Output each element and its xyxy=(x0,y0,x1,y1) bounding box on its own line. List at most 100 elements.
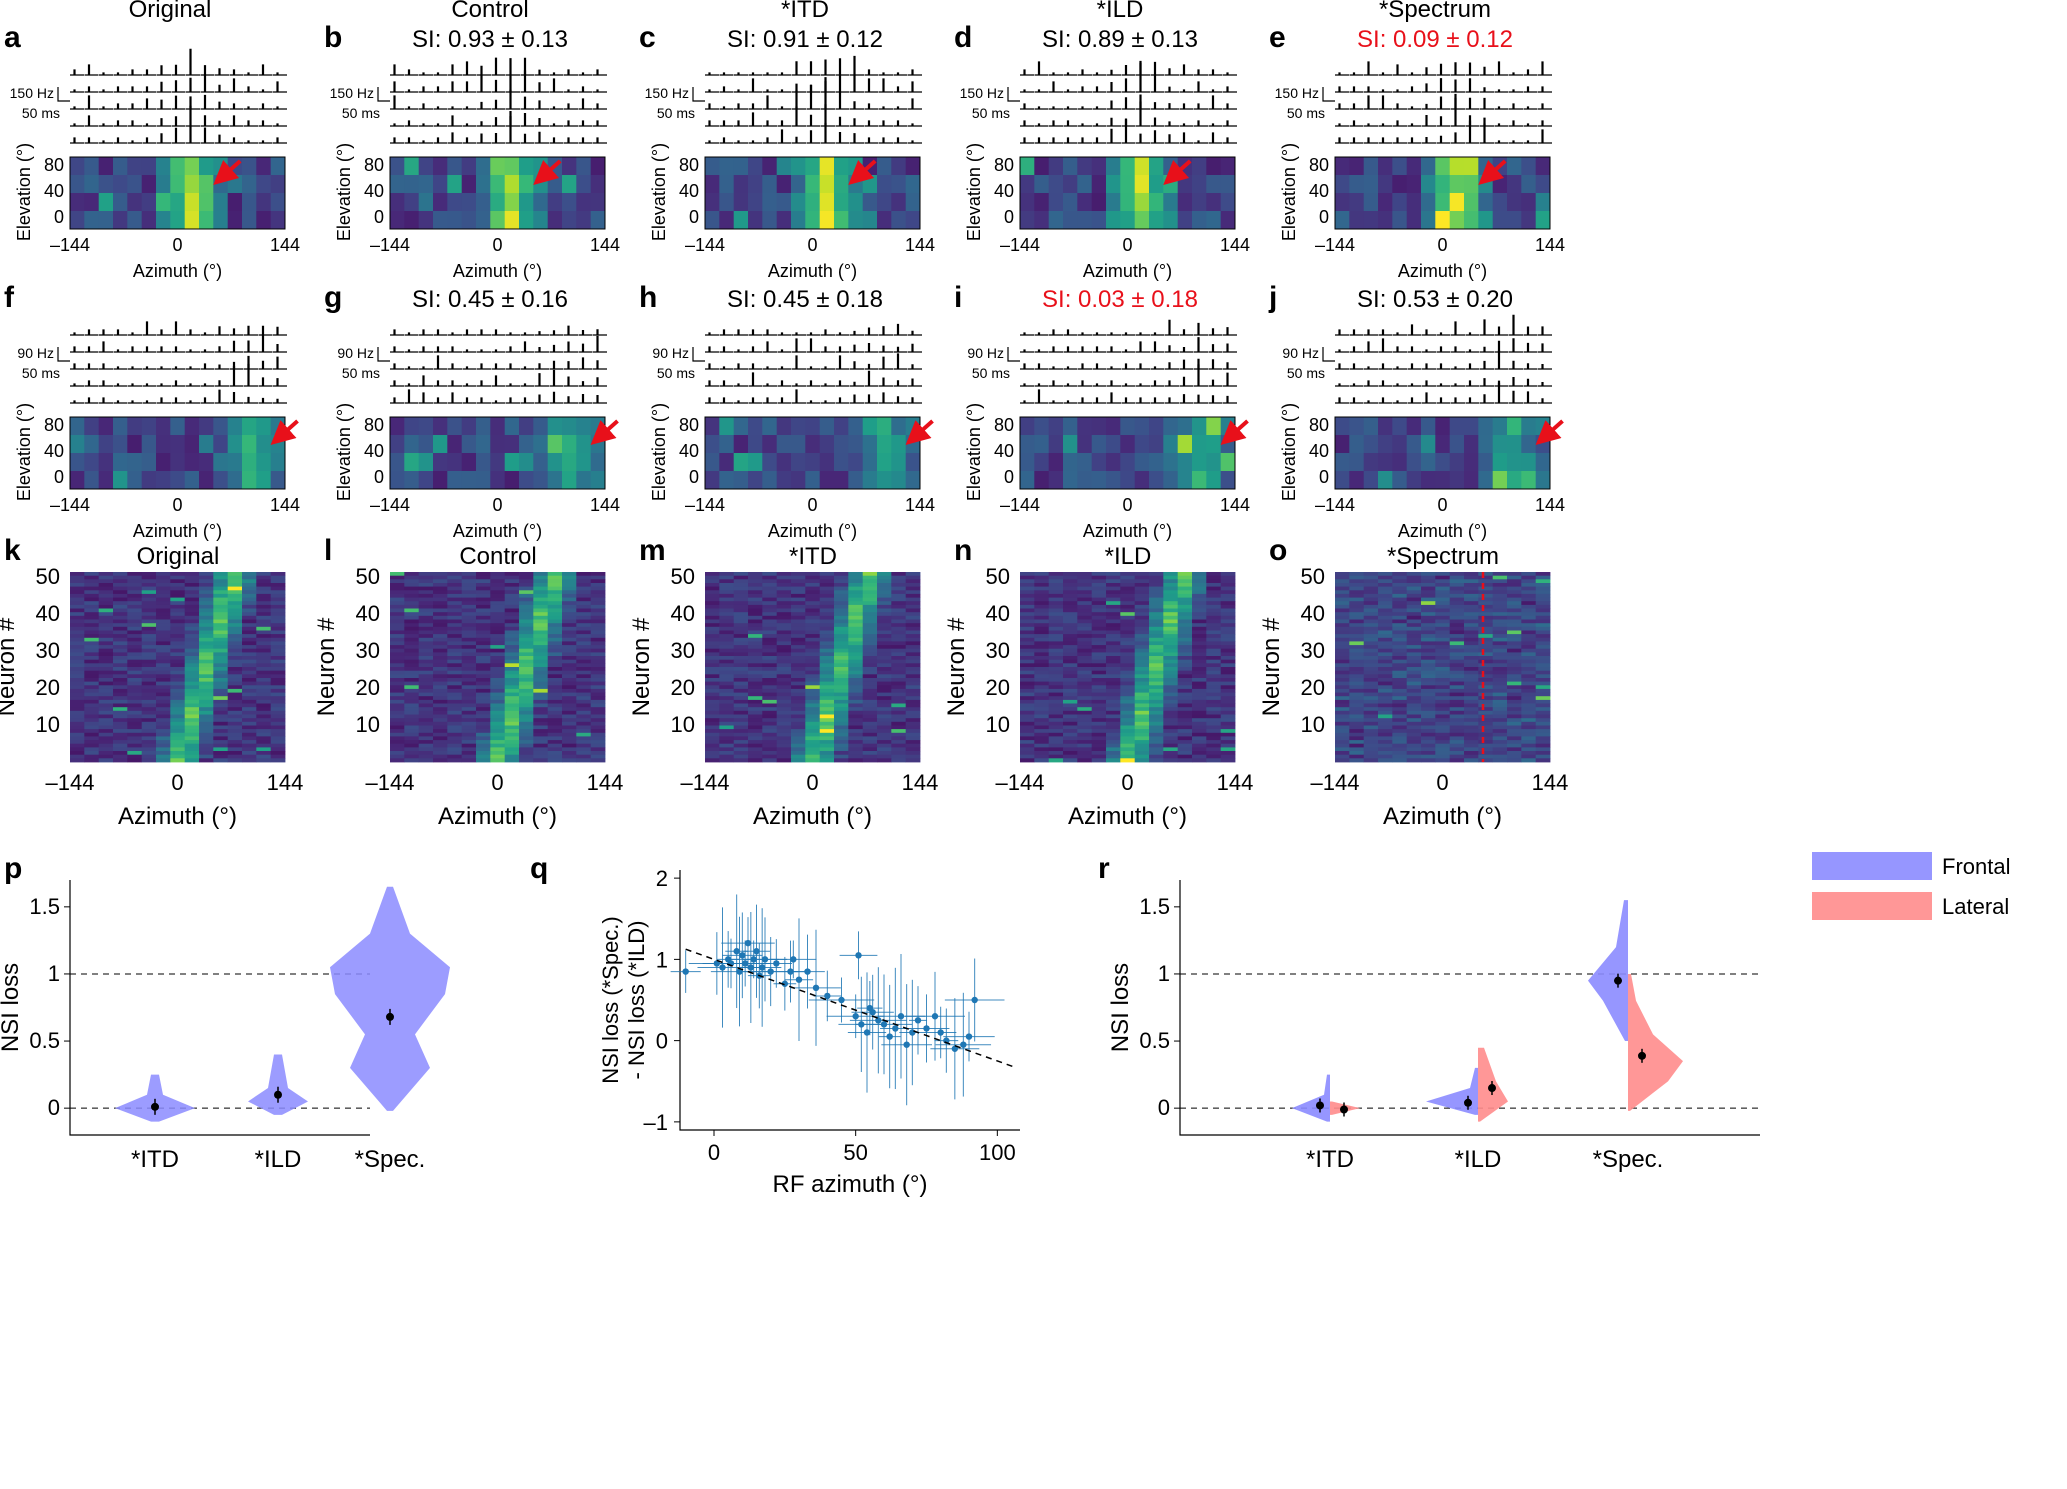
heatmap-cell xyxy=(242,754,257,759)
heatmap-cell xyxy=(748,747,763,752)
heatmap-cell xyxy=(1349,678,1364,683)
heatmap-cell xyxy=(1163,707,1178,712)
heatmap-cell xyxy=(562,721,577,726)
heatmap-cell xyxy=(170,688,185,693)
heatmap-cell xyxy=(256,754,271,759)
heatmap-cell xyxy=(1406,663,1422,668)
heatmap-cell xyxy=(242,663,257,668)
heatmap-cell xyxy=(1149,688,1164,693)
heatmap-cell xyxy=(213,718,228,723)
heatmap-cell xyxy=(819,699,835,704)
heatmap-cell xyxy=(490,692,505,697)
psth-trace xyxy=(70,389,287,404)
heatmap-cell xyxy=(227,583,243,588)
heatmap-cell xyxy=(705,604,720,609)
heatmap-cell xyxy=(1449,604,1465,609)
heatmap-cell xyxy=(705,699,720,704)
heatmap-cell xyxy=(433,575,448,580)
heatmap-cell xyxy=(1177,754,1193,759)
heatmap-cell xyxy=(519,688,534,693)
rf-cell xyxy=(519,211,534,230)
rf-cell xyxy=(862,175,878,194)
heatmap-cell xyxy=(1421,590,1436,595)
heatmap-cell xyxy=(1435,670,1450,675)
heatmap-cell xyxy=(270,751,286,756)
heatmap-cell xyxy=(1335,721,1350,726)
heatmap-cell xyxy=(719,645,734,650)
heatmap-cell xyxy=(1163,637,1178,642)
scatter-point xyxy=(960,1041,967,1048)
scale-label-time: 50 ms xyxy=(657,105,695,121)
heatmap-cell xyxy=(98,590,114,595)
heatmap-cell xyxy=(504,718,520,723)
heatmap-cell xyxy=(418,758,434,763)
heatmap-cell xyxy=(1192,710,1207,715)
heatmap-cell xyxy=(733,623,749,628)
heatmap-cell xyxy=(1048,626,1064,631)
heatmap-cell xyxy=(84,630,99,635)
heatmap-cell xyxy=(905,692,921,697)
heatmap-cell xyxy=(227,604,243,609)
heatmap-cell xyxy=(213,721,228,726)
heatmap-cell xyxy=(1464,681,1479,686)
heatmap-cell xyxy=(418,634,434,639)
heatmap-cell xyxy=(170,707,185,712)
heatmap-cell xyxy=(1335,579,1350,584)
heatmap-cell xyxy=(848,685,863,690)
heatmap-cell xyxy=(213,659,228,664)
heatmap-cell xyxy=(1478,634,1493,639)
rf-cell xyxy=(1521,435,1537,454)
heatmap-cell xyxy=(1449,572,1465,577)
rf-cell xyxy=(1091,417,1107,436)
heatmap-cell xyxy=(184,754,200,759)
rf-cell xyxy=(562,193,577,212)
heatmap-cell xyxy=(1378,630,1393,635)
heatmap-cell xyxy=(404,612,419,617)
heatmap-cell xyxy=(1220,663,1236,668)
heatmap-cell xyxy=(733,601,749,606)
heatmap-cell xyxy=(170,626,185,631)
heatmap-cell xyxy=(1149,667,1164,672)
heatmap-cell xyxy=(476,743,491,748)
heatmap-cell xyxy=(70,579,85,584)
psth-trace xyxy=(705,122,922,144)
heatmap-cell xyxy=(762,645,777,650)
heatmap-cell xyxy=(1149,623,1164,628)
heatmap-cell xyxy=(905,754,921,759)
heatmap-cell xyxy=(461,634,477,639)
heatmap-cell xyxy=(1464,751,1479,756)
rf-cell xyxy=(1134,157,1150,176)
heatmap-cell xyxy=(733,593,749,598)
heatmap-cell xyxy=(113,612,128,617)
heatmap-cell xyxy=(1220,575,1236,580)
rf-cell xyxy=(1149,471,1164,490)
heatmap-cell xyxy=(1521,579,1536,584)
heatmap-cell xyxy=(834,740,849,745)
heatmap-cell xyxy=(1106,637,1121,642)
heatmap-cell xyxy=(1421,751,1436,756)
heatmap-cell xyxy=(1335,583,1350,588)
heatmap-cell xyxy=(490,652,505,657)
heatmap-cell xyxy=(1091,685,1107,690)
heatmap-cell xyxy=(519,667,534,672)
heatmap-cell xyxy=(1521,586,1536,591)
heatmap-cell xyxy=(490,670,505,675)
heatmap-cell xyxy=(184,688,200,693)
rf-cell xyxy=(1435,417,1451,436)
heatmap-cell xyxy=(1106,681,1121,686)
panel-title: *ITD xyxy=(781,0,829,23)
heatmap-cell xyxy=(547,685,563,690)
heatmap-cell xyxy=(1349,751,1364,756)
heatmap-cell xyxy=(270,703,286,708)
heatmap-cell xyxy=(762,751,777,756)
heatmap-cell xyxy=(127,623,142,628)
heatmap-cell xyxy=(1521,758,1536,763)
heatmap-cell xyxy=(1535,681,1551,686)
heatmap-cell xyxy=(504,583,520,588)
rf-cell xyxy=(1177,417,1193,436)
heatmap-cell xyxy=(184,583,200,588)
heatmap-cell xyxy=(1077,634,1092,639)
heatmap-cell xyxy=(862,678,878,683)
rf-cell xyxy=(1192,211,1207,230)
heatmap-cell xyxy=(242,652,257,657)
